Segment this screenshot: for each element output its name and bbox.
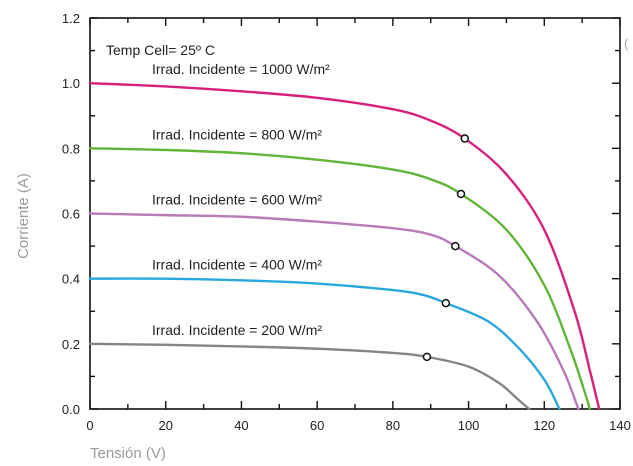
mpp-point-0 — [460, 134, 470, 143]
x-tick-label: 140 — [609, 418, 631, 433]
x-axis-title: Tensión (V) — [90, 445, 166, 462]
y-tick-label: 0.4 — [62, 272, 80, 287]
ticks — [89, 17, 621, 410]
x-tick-label: 0 — [86, 418, 93, 433]
x-tick-label: 120 — [533, 418, 555, 433]
edge-mark: ( — [624, 36, 629, 51]
series-label-2: Irrad. Incidente = 600 W/m² — [152, 192, 322, 208]
x-tick-label: 20 — [158, 418, 172, 433]
mpp-point-4 — [422, 352, 432, 362]
series-label-3: Irrad. Incidente = 400 W/m² — [152, 257, 322, 273]
series-label-1: Irrad. Incidente = 800 W/m² — [152, 126, 322, 142]
x-tick-label: 40 — [234, 418, 248, 433]
labels: 0 20 40 60 80 100 120 140 0.0 0.2 0.4 0.6 0.8 1.0 1.2 I… — [62, 11, 631, 433]
y-tick-label: 0.2 — [62, 337, 80, 352]
y-tick-label: 1.2 — [62, 11, 80, 26]
x-tick-label: 60 — [310, 418, 324, 433]
series-line-2 — [88, 212, 580, 411]
y-axis-title: Corriente (A) — [15, 173, 32, 259]
mpp-point-1 — [456, 189, 466, 199]
mpp-markers — [422, 134, 470, 362]
x-tick-label: 80 — [386, 418, 400, 433]
y-tick-label: 0.0 — [62, 402, 80, 417]
curves — [88, 81, 601, 411]
series-label-4: Irrad. Incidente = 200 W/m² — [152, 322, 322, 338]
series-line-3 — [88, 277, 561, 411]
temperature-annotation: Temp Cell= 25º C — [106, 42, 215, 58]
y-tick-label: 0.8 — [62, 141, 80, 156]
y-tick-label: 1.0 — [62, 76, 80, 91]
mpp-point-2 — [451, 241, 460, 251]
y-tick-label: 0.6 — [62, 207, 80, 222]
series-line-1 — [88, 147, 591, 411]
mpp-point-3 — [441, 298, 451, 308]
x-tick-label: 100 — [458, 418, 480, 433]
series-label-0: Irrad. Incidente = 1000 W/m² — [152, 61, 330, 77]
series-line-0 — [88, 81, 601, 411]
series-line-4 — [88, 342, 531, 411]
